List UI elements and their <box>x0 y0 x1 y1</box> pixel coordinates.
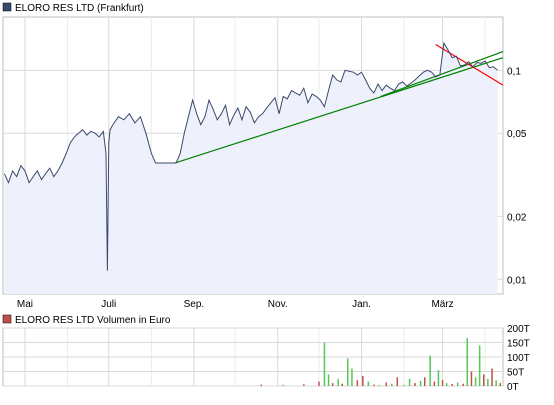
volume-legend-swatch <box>2 314 12 324</box>
volume-bar <box>478 345 481 386</box>
volume-bar <box>318 381 320 386</box>
price-y-tick-label: 0,05 <box>507 129 527 140</box>
volume-bar <box>373 384 375 386</box>
volume-bar <box>378 385 381 386</box>
volume-bar <box>429 355 431 386</box>
x-tick-label: Jan. <box>352 299 371 310</box>
volume-bar <box>433 381 436 386</box>
trend-line <box>435 43 504 86</box>
volume-bar <box>331 383 334 386</box>
volume-bar <box>456 382 459 386</box>
volume-bar <box>470 371 473 386</box>
volume-chart-title: ELORO RES LTD Volumen in Euro <box>15 315 171 326</box>
x-tick-label: Nov. <box>268 299 288 310</box>
volume-bar <box>260 384 262 386</box>
volume-y-tick-label: 50T <box>507 368 524 379</box>
volume-bar <box>341 383 343 386</box>
volume-bar <box>323 342 326 386</box>
volume-bar <box>491 368 493 386</box>
volume-bar <box>351 368 353 386</box>
x-tick-label: Juli <box>101 299 116 310</box>
price-y-tick-label: 0,02 <box>507 212 527 223</box>
x-tick-label: Mai <box>17 299 33 310</box>
volume-bar <box>327 374 330 386</box>
x-tick-label: März <box>431 299 453 310</box>
x-tick-label: Sep. <box>184 299 205 310</box>
price-area <box>4 43 498 294</box>
volume-bar <box>356 380 359 386</box>
price-x-axis: Mai Juli Sep. Nov. Jan. März <box>17 299 454 310</box>
volume-y-tick-label: 0T <box>507 382 519 393</box>
volume-grid <box>3 327 503 387</box>
volume-bar <box>385 382 387 386</box>
volume-plot: 0T 50T 100T 150T 200T <box>2 324 530 393</box>
price-plot: 0,01 0,02 0,05 0,1 Mai Juli Sep. Nov. Jan. März <box>2 16 527 310</box>
volume-y-tick-label: 100T <box>507 353 530 364</box>
volume-bar <box>403 384 405 386</box>
volume-bar <box>282 384 284 386</box>
volume-bar <box>487 378 489 387</box>
price-legend-swatch <box>2 2 12 12</box>
volume-bars <box>260 338 501 387</box>
volume-bar <box>499 383 501 386</box>
volume-bar <box>347 358 349 386</box>
volume-bar <box>396 377 398 386</box>
volume-bar <box>367 381 370 386</box>
volume-y-tick-label: 150T <box>507 339 530 350</box>
price-line <box>3 41 498 271</box>
volume-bar <box>474 377 477 386</box>
volume-bar <box>495 380 497 386</box>
volume-bar <box>303 384 305 386</box>
price-trend-lines <box>174 43 504 164</box>
volume-bar <box>419 380 422 386</box>
trend-line <box>380 50 504 97</box>
price-chart-title: ELORO RES LTD (Frankfurt) <box>15 3 144 14</box>
price-y-tick-label: 0,1 <box>507 66 521 77</box>
trend-line <box>174 57 504 164</box>
price-y-tick-label: 0,01 <box>507 275 527 286</box>
volume-bar <box>437 370 440 386</box>
volume-bar <box>424 377 426 386</box>
volume-y-tick-label: 200T <box>507 324 530 335</box>
volume-bar <box>451 384 453 386</box>
volume-bar <box>408 378 411 387</box>
volume-bar <box>445 383 448 386</box>
volume-bar <box>391 383 393 386</box>
price-y-axis: 0,01 0,02 0,05 0,1 <box>507 66 527 286</box>
volume-bar <box>362 375 364 386</box>
volume-y-axis: 0T 50T 100T 150T 200T <box>507 324 530 393</box>
volume-bar <box>337 378 339 387</box>
volume-bar <box>414 383 416 386</box>
volume-bar <box>462 383 464 386</box>
volume-bar <box>483 374 485 386</box>
volume-bar <box>441 380 444 386</box>
volume-bar <box>466 338 468 386</box>
